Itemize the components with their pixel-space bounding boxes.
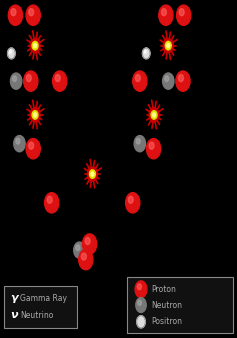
Circle shape	[137, 284, 141, 290]
Circle shape	[85, 237, 90, 244]
Circle shape	[127, 194, 140, 213]
Circle shape	[53, 71, 67, 91]
Circle shape	[29, 9, 34, 16]
Circle shape	[147, 140, 161, 159]
Circle shape	[26, 75, 31, 81]
Text: Gamma Ray: Gamma Ray	[20, 294, 67, 303]
Circle shape	[176, 71, 190, 91]
Circle shape	[83, 235, 97, 255]
Circle shape	[134, 136, 146, 152]
Circle shape	[165, 76, 169, 81]
Circle shape	[151, 111, 157, 119]
Text: Proton: Proton	[151, 285, 176, 294]
Circle shape	[142, 48, 150, 59]
Circle shape	[149, 142, 154, 149]
Circle shape	[54, 72, 67, 92]
Circle shape	[26, 139, 40, 159]
Circle shape	[160, 6, 173, 26]
Circle shape	[9, 6, 23, 26]
Circle shape	[34, 44, 36, 48]
Circle shape	[134, 72, 147, 92]
Circle shape	[55, 75, 60, 81]
Circle shape	[128, 196, 133, 203]
Circle shape	[89, 170, 96, 178]
Circle shape	[30, 39, 40, 53]
Circle shape	[30, 108, 40, 122]
Circle shape	[177, 72, 190, 92]
Circle shape	[82, 234, 97, 254]
Circle shape	[25, 72, 38, 92]
Circle shape	[45, 193, 59, 213]
Circle shape	[74, 243, 85, 259]
Circle shape	[126, 193, 140, 213]
Circle shape	[11, 9, 16, 16]
Circle shape	[87, 167, 97, 181]
Circle shape	[10, 73, 22, 89]
FancyBboxPatch shape	[127, 277, 233, 333]
Circle shape	[163, 74, 174, 90]
Text: Neutrino: Neutrino	[20, 311, 54, 320]
Circle shape	[144, 50, 146, 53]
Circle shape	[136, 298, 146, 312]
Circle shape	[24, 71, 38, 91]
Circle shape	[14, 136, 25, 152]
Circle shape	[16, 138, 20, 144]
Circle shape	[80, 251, 93, 270]
Circle shape	[149, 108, 159, 122]
Circle shape	[133, 71, 147, 91]
Circle shape	[8, 48, 15, 59]
Circle shape	[136, 282, 147, 298]
Circle shape	[34, 113, 36, 117]
Circle shape	[79, 249, 93, 270]
Circle shape	[11, 74, 22, 90]
Text: ν: ν	[11, 310, 18, 320]
Circle shape	[143, 49, 150, 59]
Circle shape	[74, 242, 85, 258]
Circle shape	[27, 140, 41, 159]
Circle shape	[153, 113, 155, 117]
Circle shape	[29, 142, 34, 149]
Circle shape	[159, 5, 173, 25]
Circle shape	[179, 9, 184, 16]
FancyBboxPatch shape	[4, 286, 77, 328]
Circle shape	[136, 138, 140, 144]
Text: Positron: Positron	[151, 317, 182, 326]
Circle shape	[13, 76, 17, 81]
Circle shape	[47, 196, 52, 203]
Circle shape	[177, 5, 191, 25]
Circle shape	[14, 137, 25, 152]
Circle shape	[26, 5, 40, 25]
Circle shape	[178, 75, 183, 81]
Circle shape	[178, 6, 191, 26]
Circle shape	[165, 41, 171, 50]
Circle shape	[8, 49, 15, 59]
Text: γ: γ	[11, 293, 18, 303]
Circle shape	[8, 5, 23, 25]
Circle shape	[135, 137, 146, 152]
Circle shape	[9, 50, 11, 53]
Circle shape	[137, 316, 145, 328]
Circle shape	[137, 298, 146, 313]
Circle shape	[81, 253, 86, 260]
Circle shape	[32, 111, 38, 119]
Circle shape	[146, 139, 161, 159]
Circle shape	[163, 73, 174, 89]
Circle shape	[27, 6, 41, 26]
Circle shape	[76, 245, 80, 250]
Circle shape	[163, 39, 173, 53]
Circle shape	[161, 9, 166, 16]
Circle shape	[167, 44, 170, 48]
Text: Neutron: Neutron	[151, 300, 182, 310]
Circle shape	[32, 41, 38, 50]
Circle shape	[135, 281, 147, 298]
Circle shape	[91, 172, 94, 176]
Circle shape	[138, 300, 141, 306]
Circle shape	[46, 194, 59, 213]
Circle shape	[135, 75, 140, 81]
